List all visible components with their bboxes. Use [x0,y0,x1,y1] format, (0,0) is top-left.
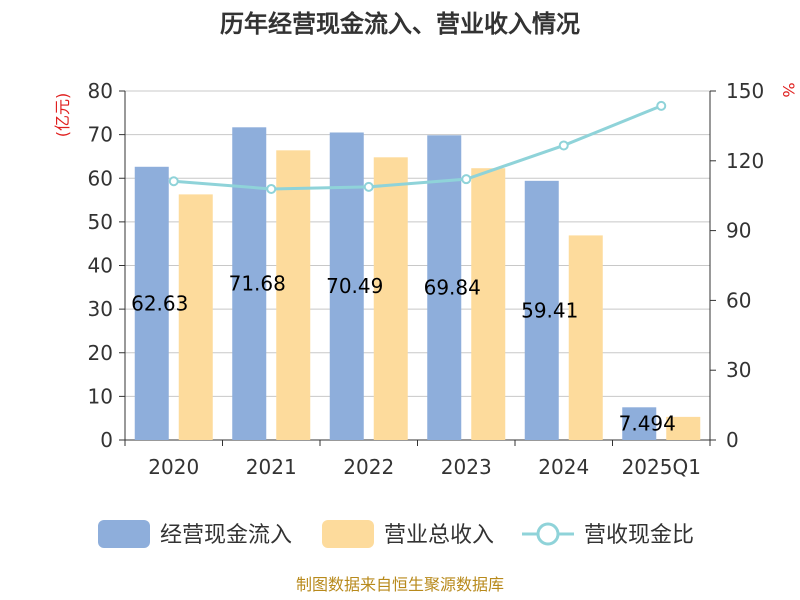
y-right-tick-label: 0 [726,428,739,452]
bar-data-label: 62.63 [131,291,188,315]
legend-label: 经营现金流入 [160,523,292,548]
y-left-tick-label: 10 [88,384,113,408]
x-tick-label: 2023 [441,455,492,479]
y-left-tick-label: 50 [88,210,113,234]
y-left-tick-label: 20 [88,341,113,365]
x-tick-label: 2025Q1 [622,455,701,479]
line-point [168,176,179,187]
legend-label: 营业总收入 [384,523,494,548]
bar [178,194,213,440]
bar [666,416,701,440]
bar [373,157,408,440]
bar [622,407,657,440]
y-right-tick-label: 120 [726,149,764,173]
source-note: 制图数据来自恒生聚源数据库 [296,575,504,594]
y-right-tick-label: 90 [726,219,751,243]
y-right-tick-label: 150 [726,79,764,103]
bar [524,180,559,441]
line-point [461,174,472,185]
bar-data-label: 71.68 [229,272,286,296]
series-line [173,104,662,191]
bar [329,132,364,441]
y-left-unit: (亿元) [53,93,72,138]
bar [232,127,267,441]
bar [276,150,311,440]
bar [471,168,506,440]
x-tick-label: 2022 [343,455,394,479]
y-left-tick-label: 40 [88,254,113,278]
y-left-tick-label: 0 [100,428,113,452]
line-point [363,181,374,192]
y-left-tick-label: 30 [88,297,113,321]
legend-swatch-marker [536,522,560,546]
bar-data-label: 7.494 [619,412,676,436]
line-point [558,140,569,151]
y-right-tick-label: 60 [726,288,751,312]
line-point [266,183,277,194]
y-left-tick-label: 70 [88,123,113,147]
y-left-tick-label: 80 [88,79,113,103]
line-point [656,100,667,111]
bar [134,166,169,441]
legend: 经营现金流入 营业总收入 营收现金比 [98,520,694,548]
x-tick-label: 2024 [538,455,589,479]
bar-data-label: 70.49 [326,274,383,298]
y-right-unit: % [779,82,798,97]
bar-data-label: 69.84 [424,276,481,300]
x-tick-label: 2020 [148,455,199,479]
legend-label: 营收现金比 [584,523,694,548]
chart-title: 历年经营现金流入、营业收入情况 [220,10,580,38]
legend-swatch-bar-1 [98,520,150,548]
legend-swatch-bar-2 [322,520,374,548]
y-left-tick-label: 60 [88,166,113,190]
y-right-tick-label: 30 [726,358,751,382]
bar [568,235,603,440]
x-tick-label: 2021 [246,455,297,479]
bar [427,135,462,440]
bar-data-label: 59.41 [521,298,578,322]
